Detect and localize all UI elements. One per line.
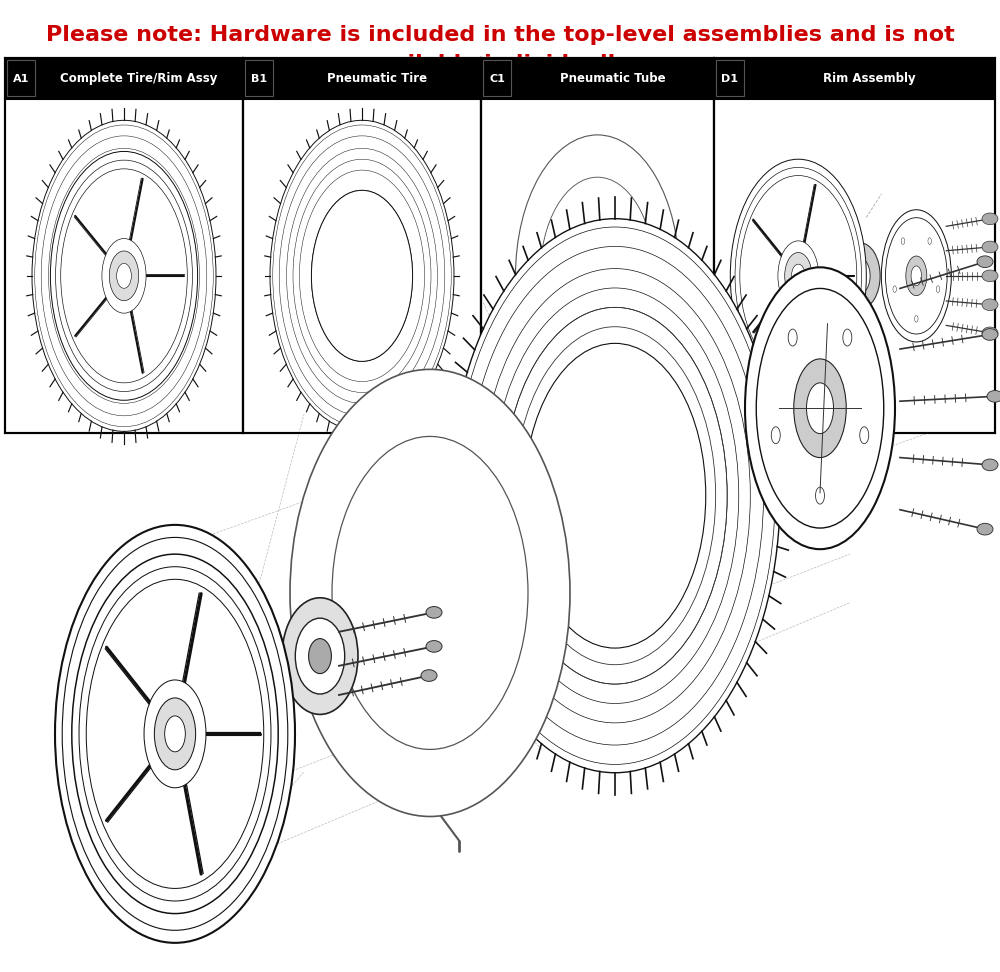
Ellipse shape (911, 266, 922, 286)
Ellipse shape (117, 263, 131, 289)
Text: C1: C1 (489, 74, 505, 84)
Ellipse shape (794, 359, 846, 458)
Ellipse shape (850, 259, 870, 294)
Text: D1: D1 (722, 74, 738, 84)
Ellipse shape (290, 369, 570, 816)
Ellipse shape (987, 391, 1000, 402)
Ellipse shape (977, 256, 993, 267)
Ellipse shape (982, 241, 998, 253)
Ellipse shape (270, 121, 454, 432)
Ellipse shape (516, 135, 680, 417)
Ellipse shape (50, 152, 198, 400)
Ellipse shape (450, 219, 780, 773)
Text: Pneumatic Tube: Pneumatic Tube (560, 72, 665, 86)
Ellipse shape (165, 716, 185, 751)
Ellipse shape (73, 191, 175, 362)
Ellipse shape (936, 286, 940, 293)
Ellipse shape (426, 607, 442, 618)
Ellipse shape (806, 383, 834, 434)
Ellipse shape (309, 639, 331, 674)
Bar (481, 58, 714, 99)
Ellipse shape (32, 121, 216, 432)
Ellipse shape (745, 267, 895, 549)
Bar (5, 58, 243, 99)
Ellipse shape (901, 238, 905, 244)
Ellipse shape (906, 256, 927, 295)
Ellipse shape (860, 427, 869, 443)
Ellipse shape (540, 177, 655, 374)
Bar (481, 58, 714, 433)
Ellipse shape (154, 698, 196, 770)
Text: B1: B1 (251, 74, 267, 84)
Bar (714, 58, 995, 433)
Ellipse shape (332, 436, 528, 749)
Text: Please note: Hardware is included in the top-level assemblies and is not: Please note: Hardware is included in the… (46, 25, 954, 46)
Bar (5, 58, 243, 433)
Text: Complete Tire/Rim Assy: Complete Tire/Rim Assy (60, 72, 218, 86)
Ellipse shape (893, 286, 896, 293)
Ellipse shape (881, 210, 951, 342)
Ellipse shape (730, 159, 866, 393)
Ellipse shape (102, 238, 146, 313)
Ellipse shape (982, 299, 998, 311)
Ellipse shape (778, 241, 819, 311)
Ellipse shape (421, 670, 437, 681)
Ellipse shape (426, 641, 442, 652)
Ellipse shape (792, 264, 805, 288)
Ellipse shape (144, 680, 206, 787)
Ellipse shape (915, 316, 918, 322)
Ellipse shape (282, 598, 358, 714)
Bar (243, 58, 481, 99)
Ellipse shape (982, 329, 998, 340)
Text: A1: A1 (13, 74, 29, 84)
Ellipse shape (982, 327, 998, 338)
Ellipse shape (816, 487, 824, 504)
Ellipse shape (843, 330, 852, 346)
Bar (243, 58, 481, 433)
Text: Pneumatic Tire: Pneumatic Tire (327, 72, 427, 86)
Text: available individually.: available individually. (363, 54, 637, 75)
Ellipse shape (982, 459, 998, 470)
Ellipse shape (55, 525, 295, 943)
Ellipse shape (788, 330, 797, 346)
Bar (714, 58, 995, 99)
Ellipse shape (72, 554, 278, 914)
Ellipse shape (311, 191, 413, 362)
Ellipse shape (295, 618, 345, 694)
Ellipse shape (311, 191, 413, 362)
Ellipse shape (977, 523, 993, 535)
Bar (483, 60, 511, 96)
Bar (7, 60, 35, 96)
Ellipse shape (840, 243, 880, 309)
Ellipse shape (109, 251, 139, 300)
Ellipse shape (928, 238, 931, 244)
Text: Rim Assembly: Rim Assembly (823, 72, 916, 86)
Ellipse shape (785, 253, 812, 299)
Ellipse shape (982, 270, 998, 282)
Bar (245, 60, 273, 96)
Ellipse shape (524, 343, 706, 648)
Ellipse shape (982, 213, 998, 225)
Bar (716, 60, 744, 96)
Ellipse shape (771, 427, 780, 443)
